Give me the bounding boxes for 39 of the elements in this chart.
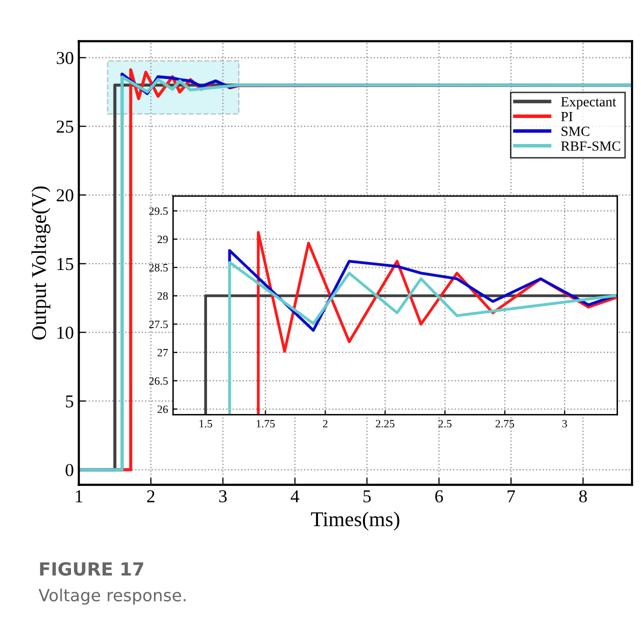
y-tick-label: 20 <box>56 189 74 202</box>
y-tick-label: 15 <box>58 258 74 270</box>
x-tick-label: 8 <box>579 490 587 502</box>
x-axis-title: Times(ms) <box>311 512 400 531</box>
y-axis-title: Output Voltage(V) <box>31 186 50 340</box>
x-tick-label: 3 <box>219 490 227 502</box>
x-tick-label: 4 <box>290 490 300 502</box>
legend-label: RBF-SMC <box>561 141 620 151</box>
caption: FIGURE 17 <box>40 562 144 576</box>
x-tick-label: 2.75 <box>496 420 514 428</box>
y-tick-label: 26.5 <box>149 377 168 385</box>
x-tick-label: 6 <box>435 490 443 502</box>
y-tick-label: 29 <box>158 236 168 244</box>
legend-label: SMC <box>562 126 590 136</box>
y-tick-label: 30 <box>56 52 74 64</box>
y-tick-label: 28.5 <box>149 264 168 272</box>
y-tick-label: 25 <box>56 120 74 133</box>
x-tick-label: 2.5 <box>438 420 452 428</box>
text: Voltage response. <box>38 588 186 605</box>
x-tick-label: 2 <box>323 420 328 428</box>
x-tick-label: 2 <box>147 490 154 502</box>
x-tick-label: 1.5 <box>200 420 212 428</box>
y-tick-label: 27 <box>158 348 168 356</box>
x-tick-label: 3 <box>562 420 567 428</box>
y-tick-label: 26 <box>158 406 168 414</box>
y-tick-label: 29.5 <box>149 207 168 215</box>
legend-label: PI <box>561 112 573 122</box>
x-tick-label: 2.25 <box>376 420 394 428</box>
x-tick-label: 5 <box>363 490 371 502</box>
y-tick-label: 27.5 <box>149 320 168 328</box>
y-tick-label: 0 <box>66 464 74 476</box>
x-tick-label: 1.75 <box>256 420 275 428</box>
x-tick-label: 1 <box>76 490 82 502</box>
legend-label: Expectant <box>561 97 616 110</box>
y-tick-label: 28 <box>158 292 168 300</box>
y-tick-label: 10 <box>58 326 74 339</box>
line-series <box>228 260 616 415</box>
y-tick-label: 5 <box>66 395 74 408</box>
x-tick-label: 7 <box>508 490 516 502</box>
